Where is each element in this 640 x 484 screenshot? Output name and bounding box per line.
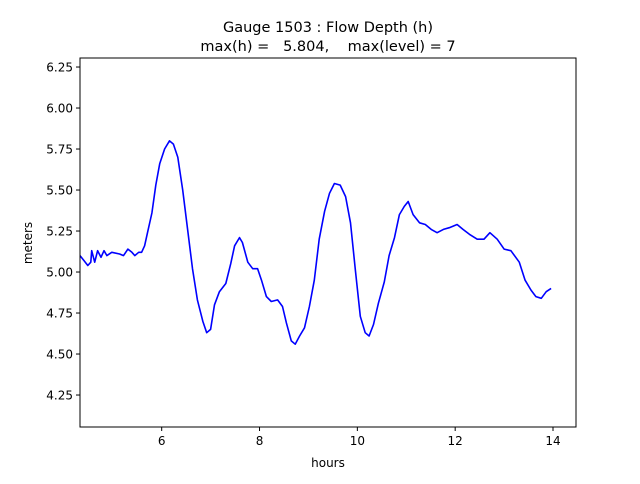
plot-frame <box>79 57 577 428</box>
y-tick-label: 6.00 <box>46 102 73 116</box>
y-tick-label: 5.25 <box>46 225 73 239</box>
x-tick-label: 8 <box>256 434 264 448</box>
y-axis-label: meters <box>21 222 35 264</box>
y-tick-label: 5.00 <box>46 266 73 280</box>
x-tick-label: 6 <box>158 434 166 448</box>
y-tick-label: 4.75 <box>46 307 73 321</box>
chart-title-line2: max(h) = 5.804, max(level) = 7 <box>200 39 455 55</box>
series-line-h <box>79 140 552 345</box>
y-tick-label: 5.50 <box>46 184 73 198</box>
chart-title-line1: Gauge 1503 : Flow Depth (h) <box>223 20 433 36</box>
y-tick-label: 4.50 <box>46 348 73 362</box>
y-tick-label: 6.25 <box>46 61 73 75</box>
y-tick-label: 4.25 <box>46 389 73 403</box>
x-tick-label: 14 <box>545 434 560 448</box>
x-tick-label: 12 <box>448 434 463 448</box>
y-tick-label: 5.75 <box>46 143 73 157</box>
x-tick-label: 10 <box>350 434 365 448</box>
x-axis-label: hours <box>311 456 345 470</box>
